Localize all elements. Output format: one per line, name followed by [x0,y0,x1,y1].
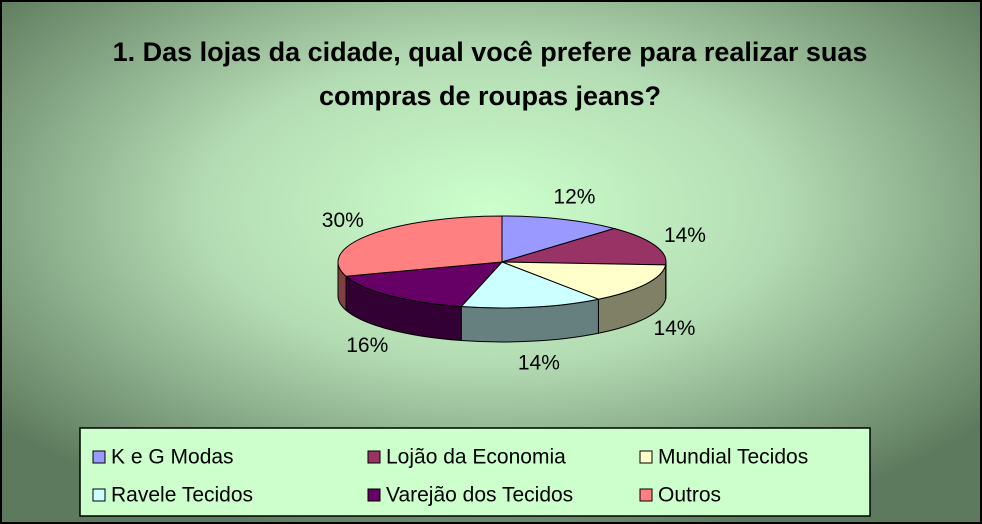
legend-swatch [367,488,381,502]
data-label: 12% [553,185,595,208]
legend-label: K e G Modas [111,446,234,469]
data-label: 14% [653,317,695,340]
legend-label: Mundial Tecidos [658,446,808,469]
pie-slice [501,227,667,266]
pie-slice [337,215,503,277]
data-label: 14% [518,351,560,374]
legend-label: Lojão da Economia [386,446,566,469]
legend-label: Ravele Tecidos [111,484,253,507]
legend-box [79,427,871,517]
legend-swatch [92,488,106,502]
pie-slice [501,261,667,300]
legend-swatch [639,488,653,502]
chart-title: 1. Das lojas da cidade, qual você prefer… [112,37,868,111]
legend-label: Outros [658,484,721,507]
data-label: 30% [322,209,364,232]
legend-swatch [367,450,381,464]
legend-label: Varejão dos Tecidos [386,484,573,507]
legend-swatch [92,450,106,464]
legend-swatch [639,450,653,464]
pie-slice [460,261,601,309]
pie-slice [501,215,617,263]
data-label: 16% [346,334,388,357]
data-label: 14% [664,224,706,247]
